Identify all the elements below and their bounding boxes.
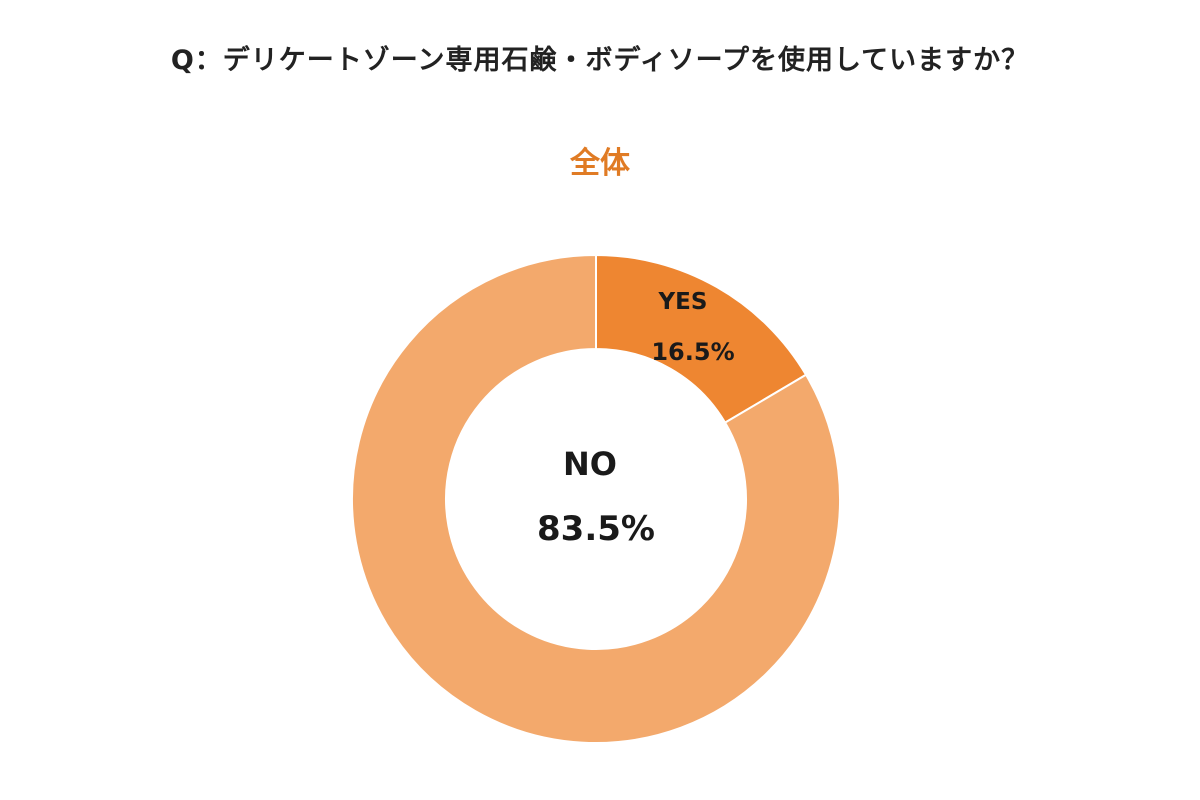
no-value-label: 83.5% [537, 509, 655, 549]
question-title: Q：デリケートゾーン専用石鹸・ボディソープを使用していますか？ [170, 45, 1030, 76]
yes-label: YES [658, 289, 708, 315]
chart-subtitle: 全体 [570, 146, 630, 181]
no-label: NO [563, 445, 617, 483]
yes-value-label: 16.5% [651, 338, 734, 366]
slice-no [351, 253, 841, 744]
